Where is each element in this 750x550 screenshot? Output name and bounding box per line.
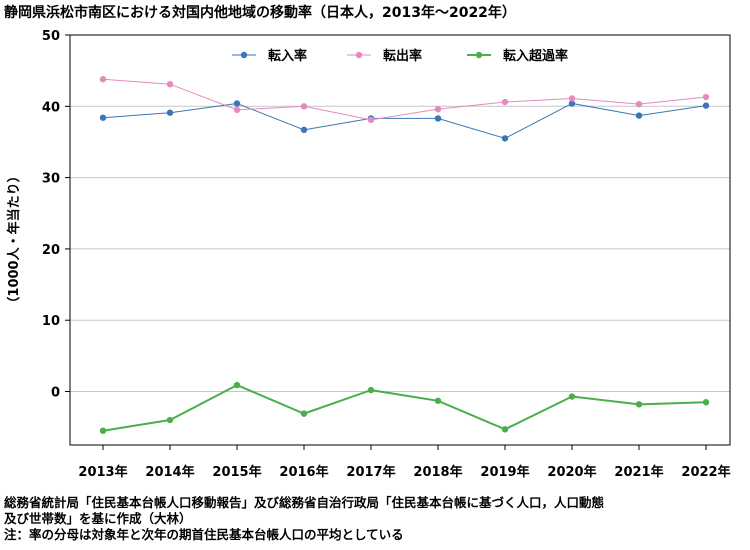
x-tick-label: 2022年 xyxy=(681,464,730,480)
data-point-series-3 xyxy=(233,381,241,389)
data-point-series-1 xyxy=(166,109,174,116)
data-point-series-1 xyxy=(434,115,442,122)
data-point-series-3 xyxy=(99,427,107,434)
gridlines xyxy=(70,34,730,393)
data-point-series-1 xyxy=(568,100,576,107)
data-point-series-2 xyxy=(568,95,576,102)
data-point-series-2 xyxy=(99,76,107,83)
data-point-series-1 xyxy=(501,135,509,142)
legend-label-1: 転入率 xyxy=(268,48,307,64)
y-tick-label: 50 xyxy=(42,29,60,44)
source-note-line-1: 総務省統計局「住民基本台帳人口移動報告」及び総務省自治行政局「住民基本台帳に基づ… xyxy=(4,495,605,510)
series-line-2 xyxy=(102,78,707,121)
data-point-series-3 xyxy=(702,399,710,406)
data-point-series-1 xyxy=(99,114,107,121)
series-line-3 xyxy=(102,383,707,432)
y-tick-label: 0 xyxy=(51,386,60,401)
data-point-series-2 xyxy=(434,105,442,113)
legend: 転入率 転出率 転入超過率 xyxy=(232,48,568,64)
data-point-series-2 xyxy=(233,106,241,114)
legend-label-3: 転入超過率 xyxy=(503,48,568,64)
data-point-series-3 xyxy=(635,401,643,408)
legend-marker-3 xyxy=(475,51,483,59)
plot-frame xyxy=(69,34,731,446)
x-tick-label: 2014年 xyxy=(145,464,194,480)
series-line-1 xyxy=(102,102,707,139)
x-tick-label: 2017年 xyxy=(346,464,395,480)
data-point-series-3 xyxy=(434,397,442,404)
data-point-series-3 xyxy=(300,410,308,417)
legend-marker-2 xyxy=(355,51,363,59)
x-tick-label: 2021年 xyxy=(614,464,663,480)
data-point-series-1 xyxy=(300,126,308,134)
chart-title: 静岡県浜松市南区における対国内他地域の移動率（日本人，2013年～2022年） xyxy=(4,5,516,21)
axes: 0 10 20 30 40 50 2013年 2014年 2015年 2016年 2017年 2018… xyxy=(42,29,731,480)
data-point-series-2 xyxy=(702,93,710,101)
data-point-series-2 xyxy=(166,81,174,88)
legend-label-2: 転出率 xyxy=(383,48,422,64)
footnote: 注：率の分母は対象年と次年の期首住民基本台帳人口の平均としている xyxy=(4,527,404,542)
data-point-series-3 xyxy=(166,416,174,424)
y-tick-label: 20 xyxy=(42,243,60,258)
data-point-series-2 xyxy=(635,100,643,108)
x-tick-label: 2018年 xyxy=(413,464,462,480)
data-point-series-1 xyxy=(635,112,643,119)
data-point-series-3 xyxy=(501,426,509,433)
y-tick-label: 30 xyxy=(42,172,60,187)
data-point-series-1 xyxy=(702,102,710,109)
x-tick-label: 2016年 xyxy=(279,464,328,480)
x-tick-label: 2013年 xyxy=(78,464,127,480)
data-point-series-3 xyxy=(568,393,576,400)
y-tick-label: 40 xyxy=(42,100,60,115)
source-note-line-2: 及び世帯数」を基に作成（大林） xyxy=(4,511,192,526)
legend-marker-1 xyxy=(240,51,248,59)
y-tick-label: 10 xyxy=(42,314,60,329)
data-point-series-2 xyxy=(501,98,509,106)
data-point-series-3 xyxy=(367,386,375,394)
data-point-series-2 xyxy=(300,103,308,110)
data-point-series-2 xyxy=(367,116,375,124)
x-tick-label: 2015年 xyxy=(212,464,261,480)
x-tick-label: 2019年 xyxy=(480,464,529,480)
series-layer xyxy=(99,76,710,434)
data-point-series-1 xyxy=(233,100,241,107)
x-tick-label: 2020年 xyxy=(547,464,596,480)
